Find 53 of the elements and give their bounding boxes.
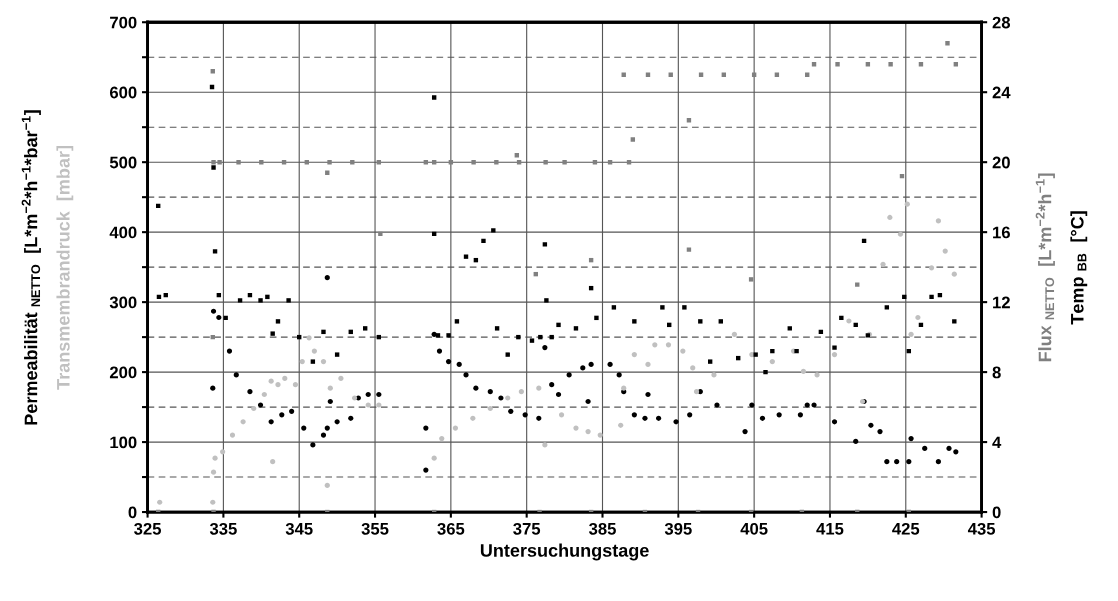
x-tick-label: 375 — [513, 522, 541, 535]
y-tick-label: 200 — [109, 366, 137, 379]
y2-tick-label: 20 — [992, 156, 1010, 169]
y2-tick-label: 24 — [992, 86, 1011, 99]
y2-tick-label: 12 — [993, 296, 1010, 309]
point — [686, 247, 692, 252]
x-tick-label: 415 — [816, 523, 844, 535]
text: Flux $_{NETTO}$ [L*m$^{−2}$*h$^{−1}$] — [1035, 173, 1055, 362]
point — [543, 159, 548, 165]
point — [236, 159, 241, 165]
point — [835, 62, 840, 67]
x-tick-label: 345 — [285, 522, 313, 535]
x-axis-title: Untersuchungstage — [480, 543, 649, 561]
point — [327, 159, 332, 165]
point — [471, 159, 476, 165]
x-tick-label: 385 — [588, 522, 616, 535]
x-tick-label: 365 — [437, 522, 465, 535]
y-tick-label: 500 — [109, 156, 137, 169]
y-tick-label: 700 — [110, 16, 137, 29]
point — [888, 62, 893, 67]
y-tick-label: 400 — [109, 226, 137, 239]
point — [378, 231, 383, 237]
x-tick-label: 325 — [134, 522, 162, 535]
y2-tick-label: 8 — [992, 366, 1001, 379]
point — [259, 159, 264, 165]
point — [945, 41, 950, 46]
y-tick-label: 600 — [109, 86, 137, 99]
x-tick-label: 425 — [892, 522, 920, 535]
point — [855, 282, 860, 287]
point — [325, 170, 330, 175]
x-tick-label: 355 — [361, 522, 389, 535]
y-tick-label: 100 — [110, 436, 137, 449]
x-tick-label: 435 — [967, 522, 996, 535]
point — [211, 159, 216, 165]
y-tick-label: 0 — [128, 506, 137, 519]
point — [748, 277, 754, 282]
y-tick-label: 300 — [109, 296, 137, 309]
text: Transmembrandruck [mbar] — [56, 146, 74, 390]
y2-tick-label: 16 — [993, 226, 1010, 239]
point — [562, 159, 567, 165]
point — [537, 509, 542, 513]
x-tick-label: 395 — [664, 522, 692, 535]
point — [630, 137, 636, 142]
y2-tick-label: 4 — [992, 436, 1002, 449]
text: Temp $_{BB}$ [°C] — [1070, 211, 1088, 325]
x-tick-label: 405 — [740, 522, 768, 535]
point — [217, 159, 222, 165]
y2-tick-label: 28 — [992, 16, 1011, 29]
text: Permeabilität $_{NETTO}$ [L*m$^{−2}$*h$^{−1}$*bar$^{−1}$] — [21, 110, 41, 425]
y2-tick-label: 0 — [992, 506, 1001, 519]
point — [211, 509, 216, 513]
x-tick-label: 335 — [209, 522, 237, 535]
point — [494, 159, 499, 165]
